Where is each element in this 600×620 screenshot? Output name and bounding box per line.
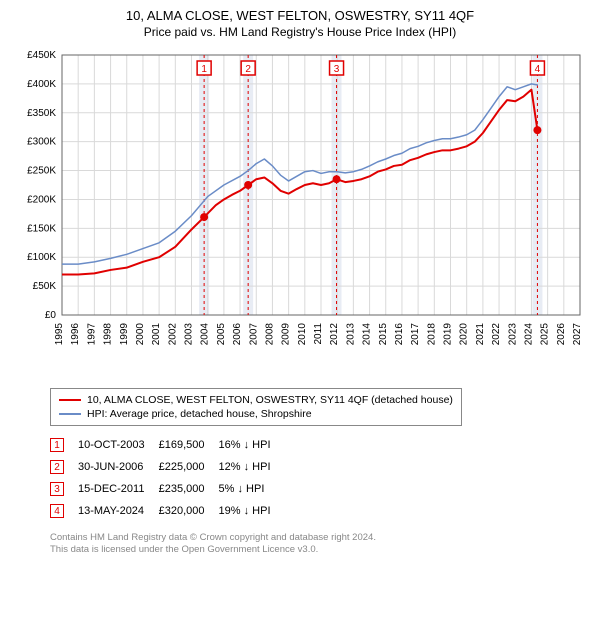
table-row: 315-DEC-2011£235,0005% ↓ HPI [50,478,285,500]
footer-line: Contains HM Land Registry data © Crown c… [50,532,590,544]
svg-text:2020: 2020 [459,323,470,346]
svg-text:£300K: £300K [27,137,56,148]
sale-delta: 5% ↓ HPI [219,478,285,500]
sale-price: £225,000 [159,456,219,478]
sales-table: 110-OCT-2003£169,50016% ↓ HPI230-JUN-200… [50,434,285,522]
line-chart: £0 £50K £100K £150K £200K £250K £300K £350K £400… [10,45,590,375]
sale-delta: 12% ↓ HPI [219,456,285,478]
svg-text:2013: 2013 [345,323,356,346]
svg-text:1998: 1998 [103,323,114,346]
svg-text:4: 4 [535,64,541,75]
sale-marker: 4 [50,500,78,522]
sale-delta: 16% ↓ HPI [219,434,285,456]
footer-line: This data is licensed under the Open Gov… [50,544,590,556]
svg-text:£50K: £50K [33,281,57,292]
svg-text:2022: 2022 [491,323,502,346]
svg-text:2025: 2025 [540,323,551,346]
legend-label: HPI: Average price, detached house, Shro… [87,408,312,420]
svg-text:£450K: £450K [27,50,56,61]
svg-text:£150K: £150K [27,223,56,234]
svg-text:2004: 2004 [200,323,211,346]
svg-text:1996: 1996 [70,323,81,346]
sale-price: £320,000 [159,500,219,522]
sale-date: 10-OCT-2003 [78,434,159,456]
svg-text:£200K: £200K [27,194,56,205]
svg-text:2017: 2017 [410,323,421,346]
svg-text:2005: 2005 [216,323,227,346]
svg-text:2007: 2007 [248,323,259,346]
legend-item: HPI: Average price, detached house, Shro… [59,407,453,421]
svg-text:2014: 2014 [362,323,373,346]
svg-text:2027: 2027 [572,323,583,346]
chart-area: £0 £50K £100K £150K £200K £250K £300K £350K £400… [10,45,590,380]
svg-text:2023: 2023 [507,323,518,346]
svg-text:1: 1 [201,64,207,75]
sale-price: £235,000 [159,478,219,500]
svg-text:2018: 2018 [426,323,437,346]
sale-price: £169,500 [159,434,219,456]
legend: 10, ALMA CLOSE, WEST FELTON, OSWESTRY, S… [50,388,462,426]
footer-attribution: Contains HM Land Registry data © Crown c… [50,532,590,557]
svg-text:£350K: £350K [27,108,56,119]
sale-marker: 2 [50,456,78,478]
svg-text:2024: 2024 [523,323,534,346]
sale-date: 15-DEC-2011 [78,478,159,500]
svg-text:2001: 2001 [151,323,162,346]
sale-delta: 19% ↓ HPI [219,500,285,522]
svg-text:2: 2 [245,64,251,75]
svg-text:2008: 2008 [264,323,275,346]
svg-text:1997: 1997 [86,323,97,346]
chart-title: 10, ALMA CLOSE, WEST FELTON, OSWESTRY, S… [10,8,590,23]
svg-text:2016: 2016 [394,323,405,346]
svg-text:£0: £0 [45,310,57,321]
svg-text:2026: 2026 [556,323,567,346]
svg-text:2011: 2011 [313,323,324,345]
svg-text:£100K: £100K [27,252,56,263]
svg-text:2021: 2021 [475,323,486,346]
sale-marker: 1 [50,434,78,456]
svg-text:3: 3 [334,64,340,75]
legend-label: 10, ALMA CLOSE, WEST FELTON, OSWESTRY, S… [87,394,453,406]
table-row: 413-MAY-2024£320,00019% ↓ HPI [50,500,285,522]
sale-marker: 3 [50,478,78,500]
sale-date: 30-JUN-2006 [78,456,159,478]
svg-text:2009: 2009 [281,323,292,346]
table-row: 230-JUN-2006£225,00012% ↓ HPI [50,456,285,478]
svg-text:2012: 2012 [329,323,340,346]
sale-date: 13-MAY-2024 [78,500,159,522]
svg-text:2015: 2015 [378,323,389,346]
svg-text:2000: 2000 [135,323,146,346]
svg-text:2006: 2006 [232,323,243,346]
svg-text:1995: 1995 [54,323,65,346]
svg-text:2010: 2010 [297,323,308,346]
table-row: 110-OCT-2003£169,50016% ↓ HPI [50,434,285,456]
svg-text:£250K: £250K [27,166,56,177]
svg-text:2003: 2003 [184,323,195,346]
svg-text:2019: 2019 [443,323,454,346]
legend-item: 10, ALMA CLOSE, WEST FELTON, OSWESTRY, S… [59,393,453,407]
container: 10, ALMA CLOSE, WEST FELTON, OSWESTRY, S… [0,0,600,567]
svg-text:1999: 1999 [119,323,130,346]
svg-text:£400K: £400K [27,79,56,90]
svg-text:2002: 2002 [167,323,178,346]
chart-subtitle: Price paid vs. HM Land Registry's House … [10,25,590,39]
legend-swatch [59,399,81,401]
legend-swatch [59,413,81,415]
